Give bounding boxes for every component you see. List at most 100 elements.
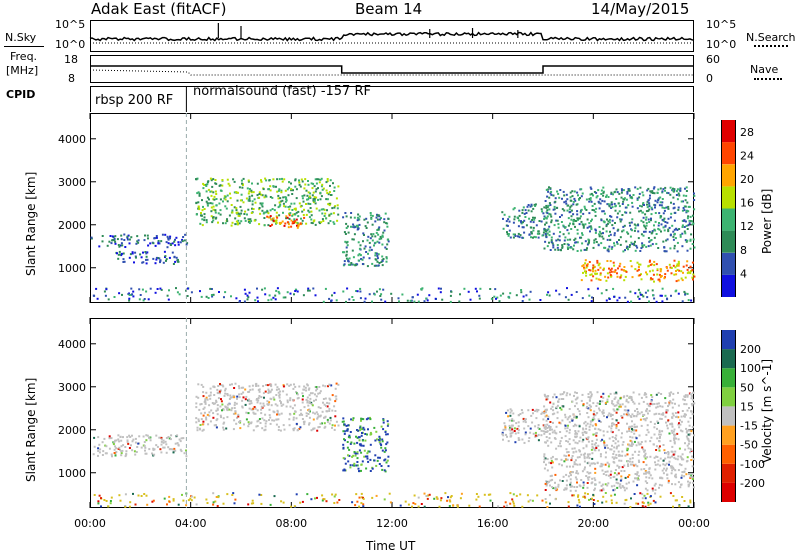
scatter-cell — [344, 462, 347, 465]
scatter-cell — [593, 202, 596, 205]
scatter-cell — [602, 488, 605, 491]
scatter-cell — [676, 250, 679, 253]
scatter-cell — [574, 415, 577, 418]
scatter-cell — [378, 435, 381, 438]
scatter-cell — [360, 451, 363, 454]
scatter-cell — [371, 214, 374, 217]
scatter-cell — [528, 217, 531, 220]
scatter-cell — [616, 445, 619, 448]
noise-cell — [406, 299, 409, 302]
scatter-cell — [663, 217, 666, 220]
scatter-cell — [289, 397, 292, 400]
scatter-cell — [302, 200, 305, 203]
scatter-cell — [342, 457, 345, 460]
scatter-cell — [605, 194, 608, 197]
scatter-cell — [621, 403, 624, 406]
scatter-cell — [519, 234, 522, 237]
scatter-cell — [569, 489, 572, 492]
scatter-cell — [516, 427, 519, 430]
noise-cell — [190, 495, 193, 498]
scatter-cell — [687, 483, 690, 486]
scatter-cell — [377, 214, 380, 217]
scatter-cell — [197, 383, 200, 386]
scatter-cell — [573, 416, 576, 419]
scatter-cell — [569, 485, 572, 488]
scatter-cell — [650, 217, 652, 220]
scatter-cell — [255, 398, 258, 401]
scatter-cell — [567, 243, 570, 246]
scatter-cell — [671, 431, 674, 434]
scatter-cell — [643, 225, 646, 228]
scatter-cell — [311, 187, 314, 190]
scatter-cell — [169, 438, 172, 441]
scatter-cell — [629, 444, 632, 447]
scatter-cell — [627, 409, 630, 412]
scatter-cell — [168, 448, 171, 451]
scatter-cell — [272, 217, 275, 220]
scatter-cell — [557, 445, 560, 448]
scatter-cell — [606, 260, 609, 262]
noise-cell — [601, 501, 604, 504]
colorbar-tick-label: 16 — [740, 197, 754, 210]
scatter-cell — [553, 393, 556, 396]
scatter-cell — [688, 424, 691, 427]
scatter-cell — [523, 427, 526, 430]
scatter-cell — [510, 409, 513, 412]
scatter-cell — [377, 228, 380, 231]
scatter-cell — [665, 462, 668, 465]
scatter-cell — [605, 474, 608, 477]
scatter-cell — [613, 472, 616, 475]
scatter-cell — [612, 440, 615, 442]
scatter-cell — [507, 218, 510, 221]
scatter-cell — [222, 422, 225, 425]
scatter-cell — [317, 178, 320, 181]
scatter-cell — [689, 239, 692, 242]
scatter-cell — [137, 442, 140, 445]
scatter-cell — [564, 236, 567, 239]
scatter-cell — [663, 467, 666, 470]
scatter-cell — [692, 392, 695, 394]
scatter-cell — [613, 423, 615, 426]
scatter-cell — [534, 203, 537, 206]
scatter-cell — [575, 392, 578, 394]
scatter-cell — [618, 485, 621, 488]
scatter-cell — [603, 443, 606, 446]
scatter-cell — [684, 239, 687, 242]
scatter-cell — [356, 451, 359, 454]
scatter-cell — [629, 425, 632, 428]
scatter-cell — [366, 265, 369, 268]
scatter-cell — [670, 267, 673, 269]
scatter-cell — [337, 383, 340, 386]
scatter-cell — [562, 405, 565, 408]
noise-cell — [384, 300, 387, 303]
scatter-cell — [505, 433, 507, 436]
scatter-cell — [259, 202, 262, 205]
scatter-cell — [615, 478, 618, 481]
scatter-cell — [293, 207, 296, 210]
scatter-cell — [335, 398, 338, 401]
noise-cell — [105, 500, 108, 502]
scatter-cell — [343, 423, 346, 426]
scatter-cell — [93, 436, 96, 439]
scatter-cell — [303, 406, 306, 409]
scatter-cell — [501, 433, 504, 436]
scatter-cell — [363, 234, 365, 236]
noise-cell — [498, 300, 501, 303]
scatter-cell — [546, 212, 549, 215]
scatter-cell — [279, 429, 282, 432]
scatter-cell — [580, 479, 583, 481]
scatter-cell — [361, 439, 364, 442]
scatter-cell — [570, 218, 573, 221]
scatter-cell — [601, 199, 604, 202]
scatter-cell — [350, 212, 353, 214]
noise-cell — [582, 495, 585, 498]
scatter-cell — [232, 428, 235, 431]
scatter-cell — [668, 432, 671, 435]
noise-cell — [539, 299, 542, 301]
scatter-cell — [594, 433, 597, 435]
scatter-cell — [170, 434, 173, 437]
scatter-cell — [286, 383, 289, 386]
scatter-cell — [648, 409, 651, 412]
scatter-cell — [584, 240, 587, 243]
scatter-cell — [677, 279, 680, 282]
